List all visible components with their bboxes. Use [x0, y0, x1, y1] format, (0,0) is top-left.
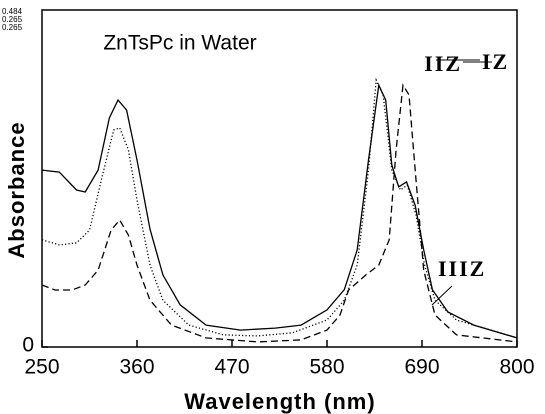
chart-title: ZnTsPc in Water [103, 32, 256, 55]
annotation: 0.265 [2, 15, 23, 24]
x-tick-label: 800 [499, 356, 534, 379]
annotation: 0.484 [2, 7, 23, 16]
x-tick-label: 250 [24, 356, 59, 379]
series-line [41, 82, 518, 339]
leader-line [431, 285, 453, 306]
series-label: IZ [482, 49, 509, 74]
x-tick-label: 360 [119, 356, 154, 379]
series-label: IIZ [424, 51, 462, 76]
series-line [41, 83, 518, 343]
x-tick-label: 690 [404, 356, 439, 379]
x-tick-label: 470 [214, 356, 249, 379]
x-axis-label: Wavelength (nm) [184, 389, 375, 414]
series-line [41, 77, 518, 339]
x-tick-label: 580 [309, 356, 344, 379]
y-axis-label: Absorbance [4, 121, 29, 258]
annotation: 0.265 [2, 23, 23, 32]
y-tick-label: 0 [22, 334, 34, 357]
series-label: IIIZ [438, 256, 486, 281]
plot-frame [41, 9, 518, 348]
